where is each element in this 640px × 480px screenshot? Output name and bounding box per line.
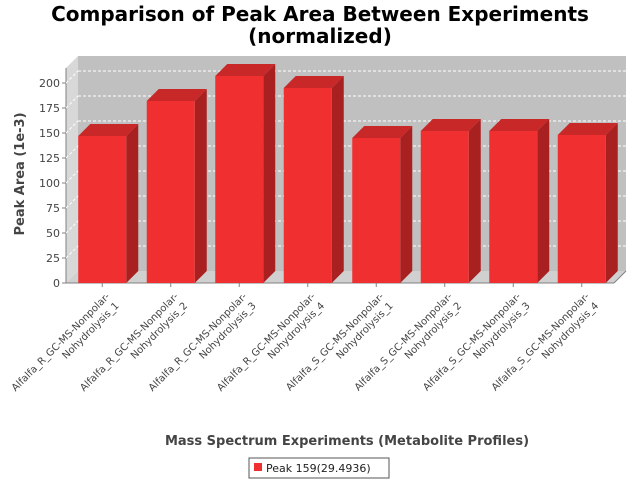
legend: Peak 159(29.4936)	[248, 457, 390, 479]
bar-front	[352, 138, 401, 283]
chart-title: Comparison of Peak Area Between Experime…	[51, 2, 589, 48]
gridline-wall	[65, 95, 79, 109]
bar-front	[146, 101, 195, 283]
chart-title-line-1: Comparison of Peak Area Between Experime…	[51, 2, 589, 26]
gridline-wall	[65, 70, 79, 84]
bar	[557, 123, 618, 283]
gridline-wall	[65, 195, 79, 209]
bar-front	[420, 131, 469, 283]
bars	[78, 64, 618, 283]
y-tick-label: 150	[39, 127, 60, 140]
bar-top	[215, 64, 276, 76]
y-axis-ticks: 0 25 50 75 100 125 150 175 200	[39, 77, 66, 290]
bar-top	[146, 89, 207, 101]
gridline-wall	[65, 220, 79, 234]
bar	[78, 124, 139, 283]
x-axis-ticks: Alfalfa_R_GC-MS-Nonpolar-Nohydrolysis_1A…	[10, 283, 601, 403]
bar	[352, 126, 413, 283]
bar-front	[215, 76, 264, 283]
y-tick-label: 50	[46, 227, 60, 240]
y-axis-label: Peak Area (1e-3)	[13, 112, 28, 235]
legend-swatch	[254, 463, 262, 471]
x-axis-label: Mass Spectrum Experiments (Metabolite Pr…	[165, 434, 529, 449]
gridline-wall	[65, 170, 79, 184]
bar-top	[352, 126, 413, 138]
gridline-wall	[65, 245, 79, 259]
bar-top	[78, 124, 139, 136]
bar-side	[605, 123, 618, 283]
legend-label: Peak 159(29.4936)	[266, 462, 371, 475]
y-tick-label: 0	[53, 277, 60, 290]
bar-side	[331, 76, 344, 283]
x-axis-depth-line	[613, 270, 627, 284]
bar-front	[78, 136, 127, 283]
bar-side	[263, 64, 276, 283]
y-tick-label: 175	[39, 102, 60, 115]
legend-box	[248, 457, 390, 479]
bar-top	[489, 119, 550, 131]
y-tick-label: 25	[46, 252, 60, 265]
bar	[146, 89, 207, 283]
bar-side	[194, 89, 207, 283]
y-tick-label: 200	[39, 77, 60, 90]
bar	[283, 76, 344, 283]
bar-side	[468, 119, 481, 283]
bar	[489, 119, 550, 283]
plot-floor	[66, 271, 626, 283]
bar	[420, 119, 481, 283]
bar-front	[283, 88, 332, 283]
y-tick-label: 75	[46, 202, 60, 215]
bar-side	[126, 124, 139, 283]
bar-front	[489, 131, 538, 283]
chart-title-line-2: (normalized)	[248, 24, 392, 48]
y-tick-label: 125	[39, 152, 60, 165]
x-tick-label: Alfalfa_R_GC-MS-Nonpolar-Nohydrolysis_1	[10, 291, 122, 403]
bar-top	[557, 123, 618, 135]
bar	[215, 64, 276, 283]
gridline-wall	[65, 145, 79, 159]
gridline-wall	[65, 120, 79, 134]
bar-front	[557, 135, 606, 283]
plot-left-wall	[66, 56, 78, 283]
bar-top	[420, 119, 481, 131]
bar-top	[283, 76, 344, 88]
y-tick-label: 100	[39, 177, 60, 190]
bar-side	[400, 126, 413, 283]
bar-side	[537, 119, 550, 283]
